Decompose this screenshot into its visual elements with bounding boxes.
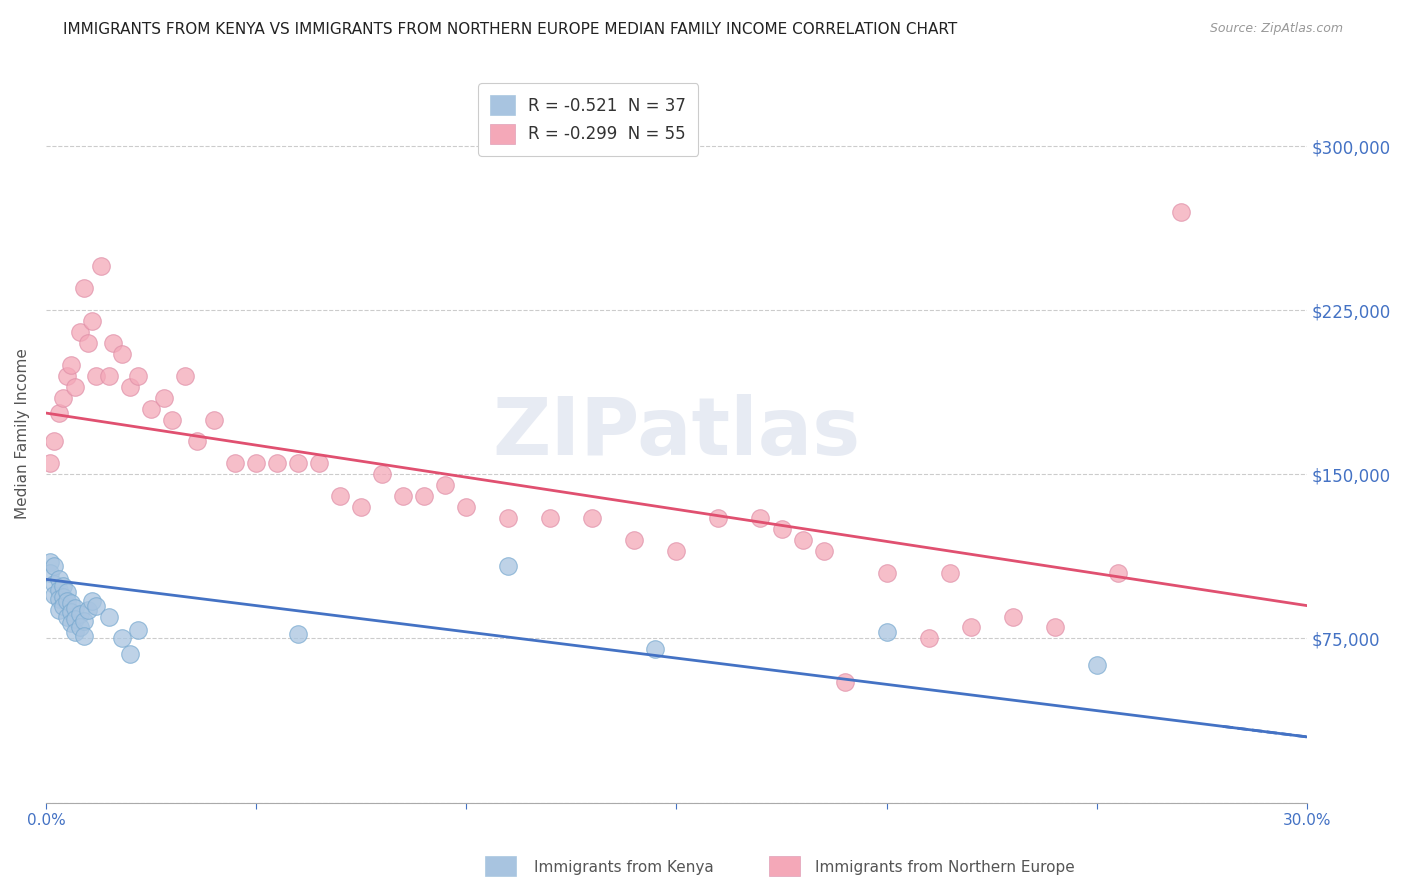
Point [118,380,141,394]
Point [665,544,688,558]
Point [98,368,121,383]
Point [77,336,100,351]
Point [39,456,62,470]
Point [1001,609,1024,624]
Point [917,632,939,646]
Point [86,599,108,613]
Point [876,566,898,580]
Point [56,585,79,599]
Point [69,620,91,634]
Point [749,511,772,525]
Point [65,612,87,626]
Point [56,368,79,383]
Point [456,500,478,515]
Point [52,599,75,613]
Point [118,647,141,661]
Text: IMMIGRANTS FROM KENYA VS IMMIGRANTS FROM NORTHERN EUROPE MEDIAN FAMILY INCOME CO: IMMIGRANTS FROM KENYA VS IMMIGRANTS FROM… [63,22,957,37]
Point [538,511,561,525]
Point [160,412,183,426]
Point [82,314,104,328]
Point [287,456,309,470]
Point [1043,620,1066,634]
Point [623,533,645,547]
Point [44,576,66,591]
Point [48,583,70,598]
Point [644,642,666,657]
Point [434,478,457,492]
Point [73,629,96,643]
Point [52,579,75,593]
Point [392,489,415,503]
Point [581,511,603,525]
Point [60,616,83,631]
Point [413,489,436,503]
Point [48,592,70,607]
Point [127,623,149,637]
Point [48,572,70,586]
Point [48,406,70,420]
Point [224,456,246,470]
Point [111,347,134,361]
Point [371,467,394,482]
Point [73,614,96,628]
Point [39,566,62,580]
Text: Immigrants from Kenya: Immigrants from Kenya [534,860,714,874]
Text: Immigrants from Northern Europe: Immigrants from Northern Europe [815,860,1076,874]
Point [44,588,66,602]
Point [98,609,121,624]
Point [90,260,112,274]
Point [792,533,814,547]
Point [111,632,134,646]
Point [498,511,520,525]
Point [876,624,898,639]
Point [60,596,83,610]
Point [86,368,108,383]
Point [82,594,104,608]
Point [152,391,174,405]
Point [834,675,856,690]
Legend: R = -0.521  N = 37, R = -0.299  N = 55: R = -0.521 N = 37, R = -0.299 N = 55 [478,84,697,156]
Point [60,358,83,372]
Y-axis label: Median Family Income: Median Family Income [15,348,30,519]
Point [938,566,960,580]
Point [127,368,149,383]
Point [52,391,75,405]
Point [48,603,70,617]
Point [959,620,981,634]
Point [65,624,87,639]
Point [173,368,195,383]
Point [707,511,730,525]
Point [52,590,75,604]
Point [139,401,162,416]
Point [1107,566,1129,580]
Point [60,605,83,619]
Point [1170,204,1192,219]
Point [813,544,835,558]
Point [202,412,225,426]
Point [245,456,267,470]
Point [73,281,96,295]
Point [308,456,330,470]
Point [770,522,793,536]
Point [56,594,79,608]
Point [65,380,87,394]
Point [69,325,91,339]
Point [186,434,208,449]
Point [39,555,62,569]
Point [69,607,91,622]
Point [287,627,309,641]
Point [44,434,66,449]
Point [266,456,288,470]
Point [329,489,352,503]
Point [1085,657,1108,672]
Point [65,600,87,615]
Point [56,609,79,624]
Text: ZIPatlas: ZIPatlas [492,394,860,472]
Text: Source: ZipAtlas.com: Source: ZipAtlas.com [1209,22,1343,36]
Point [498,559,520,574]
Point [44,559,66,574]
Point [350,500,373,515]
Point [103,336,125,351]
Point [77,603,100,617]
